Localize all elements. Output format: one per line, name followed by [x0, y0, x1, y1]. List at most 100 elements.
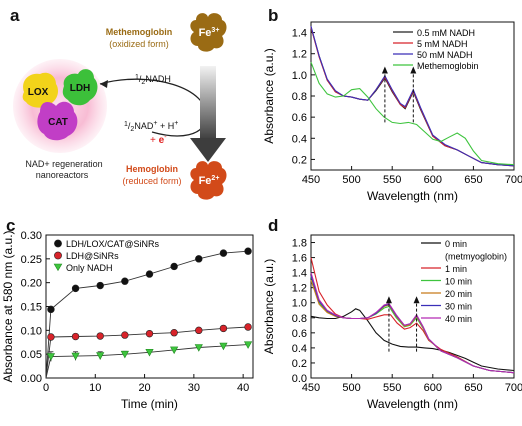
legend-label: 0.5 mM NADH: [417, 28, 475, 38]
y-tick-label: 0.4: [292, 133, 307, 145]
y-tick-label: 1.4: [292, 28, 307, 40]
y-tick-label: 0.2: [292, 358, 307, 370]
fe2-blob: Fe2+: [190, 161, 227, 200]
methemoglobin-form: (oxidized form): [109, 39, 169, 49]
y-tick-label: 1.8: [292, 238, 307, 250]
data-point: [219, 342, 228, 351]
y-tick-label: 0.15: [21, 302, 42, 314]
legend-label: 50 mM NADH: [417, 50, 473, 60]
y-tick-label: 1.2: [292, 49, 307, 61]
x-tick-label: 500: [342, 174, 360, 186]
x-tick-label: 450: [302, 174, 320, 186]
data-point: [244, 323, 252, 331]
data-point: [145, 270, 154, 278]
data-point: [121, 331, 129, 339]
legend-label: 30 min: [445, 302, 472, 312]
y-tick-label: 0.25: [21, 254, 42, 266]
x-tick-label: 30: [188, 382, 200, 394]
peak-arrow-head: [385, 296, 392, 304]
data-point: [219, 249, 228, 257]
hemoglobin-form: (reduced form): [122, 176, 181, 186]
x-tick-label: 20: [138, 382, 150, 394]
panel-letter-a: a: [10, 6, 20, 25]
data-point: [145, 329, 154, 338]
x-tick-label: 650: [464, 174, 482, 186]
y-tick-label: 0.4: [292, 343, 307, 355]
lox-enzyme-shape: [22, 72, 58, 108]
x-tick-label: 600: [424, 382, 442, 394]
chart-c-absorbance-vs-time: 0 10 20 30 40 0.00 0.05 0.10 0.15 0.20 0.25 0.30 Tim…: [1, 230, 254, 411]
data-point: [121, 277, 129, 285]
series-connector: [45, 326, 249, 379]
reaction-curve-arrowhead: [100, 80, 108, 88]
series-line-10-min: [310, 276, 515, 374]
ldh-label: LDH: [70, 83, 91, 94]
panel-letter-c: c: [6, 216, 16, 235]
nadh-input-label: 1/2NADH: [135, 74, 171, 86]
y-tick-label: 0.20: [21, 278, 42, 290]
ldh-enzyme-shape: [62, 69, 98, 106]
legend-label: 40 min: [445, 314, 472, 324]
peak-arrow-head: [410, 66, 417, 74]
legend-marker: [53, 263, 63, 272]
series-connector: [45, 250, 249, 379]
series-line-50-mm-nadh: [310, 26, 515, 167]
y-axis-label: Absorbance (a.u.): [262, 259, 276, 354]
y-tick-label: 1.4: [292, 268, 307, 280]
peak-arrow-head: [413, 296, 420, 304]
reduction-arrow: [190, 66, 226, 162]
nad-output-label: 1/2NAD+ + H+: [124, 120, 178, 133]
y-tick-label: 0.00: [21, 373, 42, 385]
y-tick-label: 0.8: [292, 91, 307, 103]
y-tick-label: 0.05: [21, 349, 42, 361]
data-point: [195, 326, 203, 335]
y-axis-label: Absorbance (a.u.): [262, 48, 276, 143]
x-tick-label: 650: [464, 382, 482, 394]
schematic-panel-a: LOX LDH CAT NAD+ regeneration nanoreacto…: [13, 13, 227, 200]
nanoreactor-illustration: LOX LDH CAT: [13, 59, 107, 153]
y-tick-label: 1.0: [292, 298, 307, 310]
methemoglobin-name: Methemoglobin: [106, 27, 173, 37]
data-point: [195, 255, 203, 263]
legend-label: 5 mM NADH: [417, 39, 468, 49]
panel-letter-d: d: [268, 216, 279, 235]
series-line-40-min: [310, 272, 515, 374]
plot-frame: [310, 234, 515, 379]
x-tick-label: 600: [424, 174, 442, 186]
data-point: [170, 346, 179, 355]
y-tick-label: 0.6: [292, 112, 307, 124]
nanoreactor-caption-line2: nanoreactors: [36, 170, 89, 180]
data-point: [244, 247, 252, 255]
x-axis-label: Wavelength (nm): [367, 189, 458, 203]
hemoglobin-name: Hemoglobin: [126, 164, 178, 174]
data-point: [96, 352, 105, 360]
y-tick-label: 0.6: [292, 328, 307, 340]
fe3-label: Fe3+: [199, 27, 220, 39]
legend-label: 0 min: [445, 239, 467, 249]
nanoreactor-caption-line1: NAD+ regeneration: [25, 159, 102, 169]
series-connector: [45, 344, 249, 379]
data-point: [219, 324, 228, 333]
legend-label: LDH/LOX/CAT@SiNRs: [66, 239, 159, 249]
chart-b-spectra-nadh: 450 500 550 600 650 700 0.2 0.4 0.6 0.8 1.0 1.2 1.4 W…: [262, 21, 522, 203]
legend-label: Only NADH: [66, 263, 113, 273]
x-axis-label: Wavelength (nm): [367, 397, 458, 411]
data-point: [120, 350, 129, 359]
fe3-blob: Fe3+: [190, 13, 227, 52]
peak-arrow-head: [381, 66, 388, 74]
x-tick-label: 700: [505, 382, 522, 394]
x-tick-label: 450: [302, 382, 320, 394]
y-tick-label: 0.10: [21, 325, 42, 337]
fe2-label: Fe2+: [199, 175, 220, 187]
data-point: [170, 262, 178, 271]
series-line-methemoglobin: [310, 62, 515, 166]
data-point: [47, 305, 55, 314]
x-tick-label: 700: [505, 174, 522, 186]
legend-sublabel: (metmyoglobin): [445, 252, 507, 262]
legend-label: 10 min: [445, 277, 472, 287]
series-line-1-min: [310, 257, 515, 374]
x-tick-label: 500: [342, 382, 360, 394]
data-point: [170, 329, 178, 337]
data-point: [71, 332, 80, 341]
y-tick-label: 1.2: [292, 283, 307, 295]
